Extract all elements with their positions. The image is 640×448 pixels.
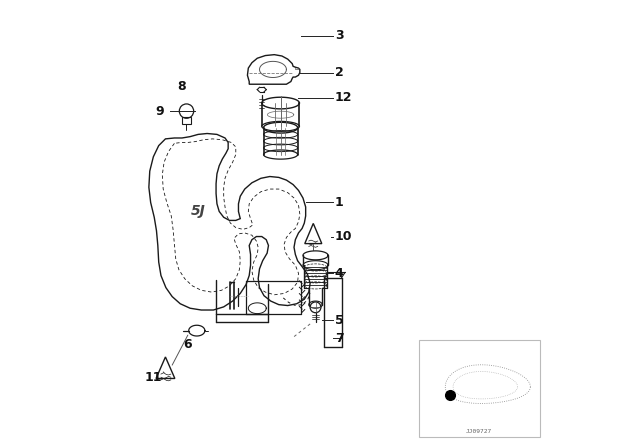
Text: 7: 7: [335, 332, 344, 345]
Text: 8: 8: [177, 79, 186, 93]
Text: 12: 12: [335, 91, 352, 104]
Text: JJ09727: JJ09727: [466, 429, 492, 434]
Text: 9: 9: [155, 104, 164, 118]
Text: 10: 10: [335, 230, 352, 243]
Text: 3: 3: [335, 29, 344, 43]
Text: 11: 11: [145, 370, 162, 384]
Bar: [419, 340, 540, 437]
Text: 4: 4: [335, 267, 344, 280]
Text: 1: 1: [335, 196, 344, 209]
Text: 6: 6: [184, 338, 192, 352]
Text: 2: 2: [335, 66, 344, 79]
Bar: [182, 117, 191, 124]
Text: 5: 5: [335, 314, 344, 327]
Text: 5J: 5J: [191, 203, 205, 218]
